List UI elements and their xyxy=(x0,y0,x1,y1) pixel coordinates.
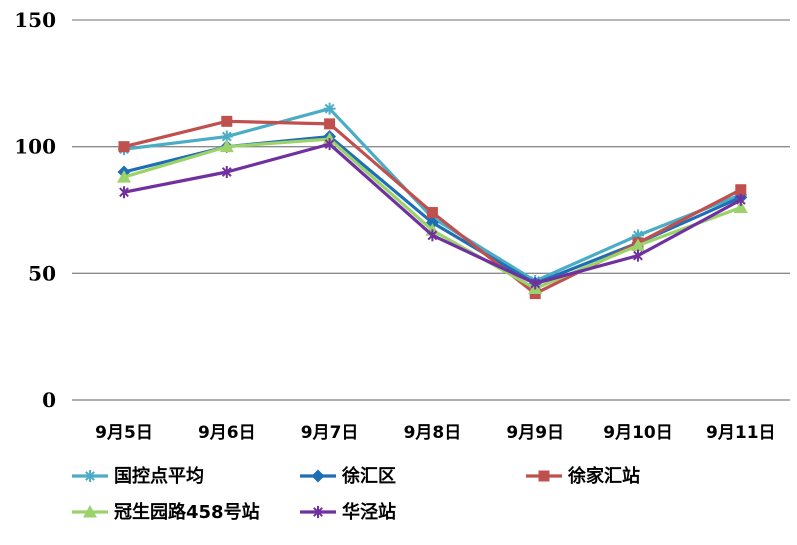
legend-item: 徐汇区 xyxy=(300,465,396,487)
legend-marker xyxy=(311,469,325,483)
y-tick-label: 150 xyxy=(14,8,56,32)
legend-marker xyxy=(83,505,97,518)
legend-item: 华泾站 xyxy=(300,501,396,523)
series-3 xyxy=(118,115,747,300)
legend-marker xyxy=(313,506,323,518)
data-point xyxy=(733,200,748,213)
legend-marker xyxy=(538,470,550,482)
x-tick-label: 9月9日 xyxy=(506,423,564,443)
data-point xyxy=(219,139,234,153)
series-1 xyxy=(118,102,747,287)
data-point xyxy=(119,186,129,199)
data-point xyxy=(324,138,335,151)
data-point xyxy=(735,184,747,196)
data-point xyxy=(735,193,746,206)
legend-item: 徐家汇站 xyxy=(526,465,640,487)
legend-item: 国控点平均 xyxy=(72,465,204,487)
x-tick-label: 9月10日 xyxy=(603,423,673,443)
legend-label: 徐汇区 xyxy=(341,465,396,487)
x-tick-label: 9月11日 xyxy=(706,423,776,443)
series-5 xyxy=(119,138,746,290)
x-axis-ticks: 9月5日 9月6日 9月7日 9月8日 9月9日 9月10日 9月11日 xyxy=(95,423,775,443)
data-point xyxy=(324,118,336,130)
y-axis-ticks: 0 50 100 150 xyxy=(14,8,56,412)
legend-label: 徐家汇站 xyxy=(567,465,640,487)
y-tick-label: 0 xyxy=(42,388,56,412)
data-point xyxy=(221,166,232,178)
data-point xyxy=(530,277,541,290)
gridlines xyxy=(72,19,790,401)
x-tick-label: 9月6日 xyxy=(198,423,256,443)
x-tick-label: 9月5日 xyxy=(95,423,153,443)
data-point xyxy=(117,170,131,183)
x-tick-label: 9月8日 xyxy=(404,423,462,443)
data-point xyxy=(221,115,233,127)
data-point xyxy=(426,207,438,219)
legend-item: 冠生园路458号站 xyxy=(72,501,260,523)
y-tick-label: 100 xyxy=(14,135,56,159)
series-line xyxy=(123,107,742,283)
legend-marker xyxy=(84,470,96,482)
y-tick-label: 50 xyxy=(28,261,56,285)
legend-label: 国控点平均 xyxy=(114,465,204,487)
data-point xyxy=(631,238,645,251)
legend-label: 华泾站 xyxy=(342,501,396,523)
data-point xyxy=(427,229,438,242)
legend-label: 冠生园路458号站 xyxy=(114,501,260,523)
data-point xyxy=(633,249,643,262)
series-group xyxy=(117,102,748,300)
data-point xyxy=(323,102,336,115)
x-tick-label: 9月7日 xyxy=(301,423,359,443)
data-point xyxy=(118,141,130,153)
